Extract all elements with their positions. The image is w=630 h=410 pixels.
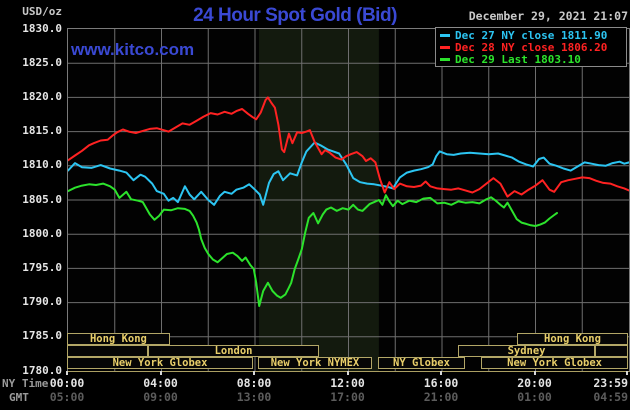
legend-item: Dec 29 Last 1803.10 [436, 54, 626, 66]
ny-time-tick-label: 12:00 [330, 376, 365, 390]
legend-dash-icon [440, 57, 450, 61]
session-box-new-york-globex: New York Globex [481, 357, 628, 369]
legend-dash-icon [440, 45, 450, 49]
legend-label: Dec 29 Last 1803.10 [455, 53, 581, 66]
gmt-tick-label: 09:00 [143, 390, 178, 404]
y-tick-label: 1795.0 [22, 260, 62, 274]
y-tick-label: 1820.0 [22, 89, 62, 103]
price-line-dec29 [68, 182, 558, 307]
x-axis-tick [159, 371, 162, 375]
y-tick-label: 1780.0 [22, 363, 62, 377]
legend-label: Dec 28 NY close 1806.20 [455, 41, 608, 54]
ny-time-tick-label: 08:00 [236, 376, 272, 390]
legend-label: Dec 27 NY close 1811.90 [455, 29, 608, 42]
ny-time-tick-label: 04:00 [143, 376, 178, 390]
session-box-london: London [148, 345, 319, 357]
chart-canvas [68, 29, 629, 371]
datetime-label: December 29, 2021 21:07 [468, 9, 628, 23]
session-box [595, 345, 628, 357]
gmt-tick-label: 21:00 [423, 390, 459, 404]
x-axis-tick [346, 371, 349, 375]
session-box [67, 345, 149, 357]
session-box-new-york-nymex: New York NYMEX [257, 357, 373, 369]
legend-dash-icon [440, 33, 450, 37]
x-axis-tick [253, 371, 255, 375]
legend: Dec 27 NY close 1811.90 Dec 28 NY close 1… [435, 27, 627, 67]
gmt-tick-label: 04:59 [593, 390, 628, 404]
y-tick-label: 1790.0 [22, 295, 62, 309]
session-box-hong-kong: Hong Kong [516, 333, 628, 345]
y-tick-label: 1825.0 [22, 55, 62, 69]
session-box-new-york-globex: New York Globex [67, 357, 254, 369]
gmt-tick-label: 13:00 [236, 390, 272, 404]
ny-time-tick-label: 20:00 [517, 376, 552, 390]
ny-time-tick-label: 00:00 [49, 376, 85, 390]
y-tick-label: 1810.0 [22, 158, 62, 172]
gmt-tick-label: 17:00 [330, 390, 365, 404]
gmt-axis-label: GMT [9, 391, 29, 404]
x-axis-tick [626, 371, 628, 375]
legend-item: Dec 27 NY close 1811.90 [436, 30, 626, 42]
gmt-tick-label: 05:00 [49, 390, 85, 404]
legend-item: Dec 28 NY close 1806.20 [436, 42, 626, 54]
price-line-dec28 [68, 96, 629, 198]
session-box-ny-globex: NY Globex [377, 357, 466, 369]
y-tick-label: 1830.0 [22, 21, 62, 35]
x-axis-tick [66, 371, 68, 375]
kitco-link[interactable]: www.kitco.com [71, 40, 195, 59]
x-axis-tick [533, 371, 536, 375]
session-box-sydney: Sydney [458, 345, 596, 357]
ny-time-tick-label: 16:00 [423, 376, 459, 390]
chart-title: 24 Hour Spot Gold (Bid) [193, 5, 397, 26]
session-box-hong-kong: Hong Kong [67, 333, 170, 345]
y-tick-label: 1785.0 [22, 329, 62, 343]
ny-time-tick-label: 23:59 [593, 376, 628, 390]
ny-time-axis-label: NY Time [2, 377, 49, 390]
y-tick-label: 1800.0 [22, 226, 62, 240]
units-label: USD/oz [22, 5, 62, 18]
y-tick-label: 1815.0 [22, 124, 62, 138]
plot-area: www.kitco.com [67, 28, 630, 372]
y-tick-label: 1805.0 [22, 192, 62, 206]
price-line-dec27 [68, 141, 629, 206]
gmt-tick-label: 01:00 [517, 390, 552, 404]
x-axis-tick [440, 371, 442, 375]
